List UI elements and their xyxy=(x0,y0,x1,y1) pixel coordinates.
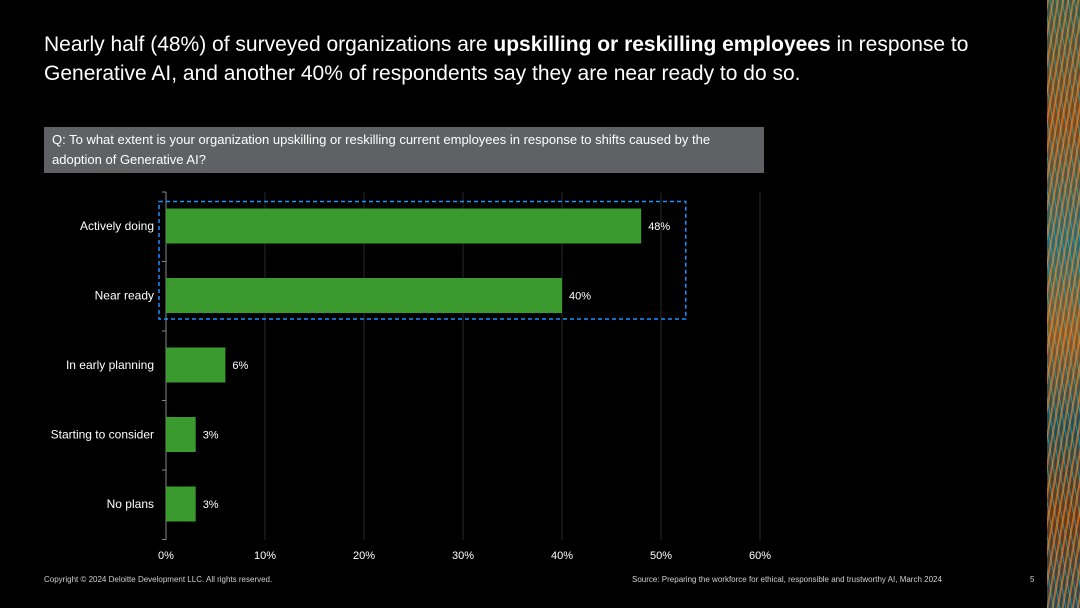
title-text-bold: upskilling or reskilling employees xyxy=(493,33,831,56)
bar xyxy=(166,486,196,522)
category-label: Actively doing xyxy=(80,219,154,233)
bar-chart: 0% 10% 20% 30% 40% 50% 60% Actively doing 48% Nea… xyxy=(51,191,771,562)
value-label: 40% xyxy=(569,291,591,303)
title-text-post: in response to Generative AI, and anothe… xyxy=(44,33,969,85)
question-box: Q: To what extent is your organization u… xyxy=(44,127,764,173)
x-tick-label: 40% xyxy=(551,550,573,562)
x-tick-label: 50% xyxy=(650,550,672,562)
bar xyxy=(166,417,196,452)
x-tick-label: 0% xyxy=(158,550,174,562)
slide-title: Nearly half (48%) of surveyed organizati… xyxy=(44,30,1004,88)
x-tick-label: 60% xyxy=(749,550,771,562)
bar xyxy=(166,347,226,383)
title-text-pre: Nearly half (48%) of surveyed organizati… xyxy=(44,33,494,56)
source-text: Source: Preparing the workforce for ethi… xyxy=(632,575,942,584)
x-tick-label: 10% xyxy=(254,550,276,562)
category-label: No plans xyxy=(107,497,154,511)
value-label: 48% xyxy=(648,221,670,233)
category-label: In early planning xyxy=(66,358,154,372)
page-number: 5 xyxy=(1030,575,1035,584)
value-label: 3% xyxy=(203,430,219,442)
x-tick-label: 20% xyxy=(353,550,375,562)
bar xyxy=(166,208,642,244)
category-label: Near ready xyxy=(95,289,154,303)
bar xyxy=(166,278,562,313)
value-label: 6% xyxy=(232,360,248,372)
decorative-image-strip xyxy=(1047,0,1080,608)
category-label: Starting to consider xyxy=(51,428,154,442)
copyright-text: Copyright © 2024 Deloitte Development LL… xyxy=(44,575,273,584)
value-label: 3% xyxy=(203,499,219,511)
x-tick-label: 30% xyxy=(452,550,474,562)
